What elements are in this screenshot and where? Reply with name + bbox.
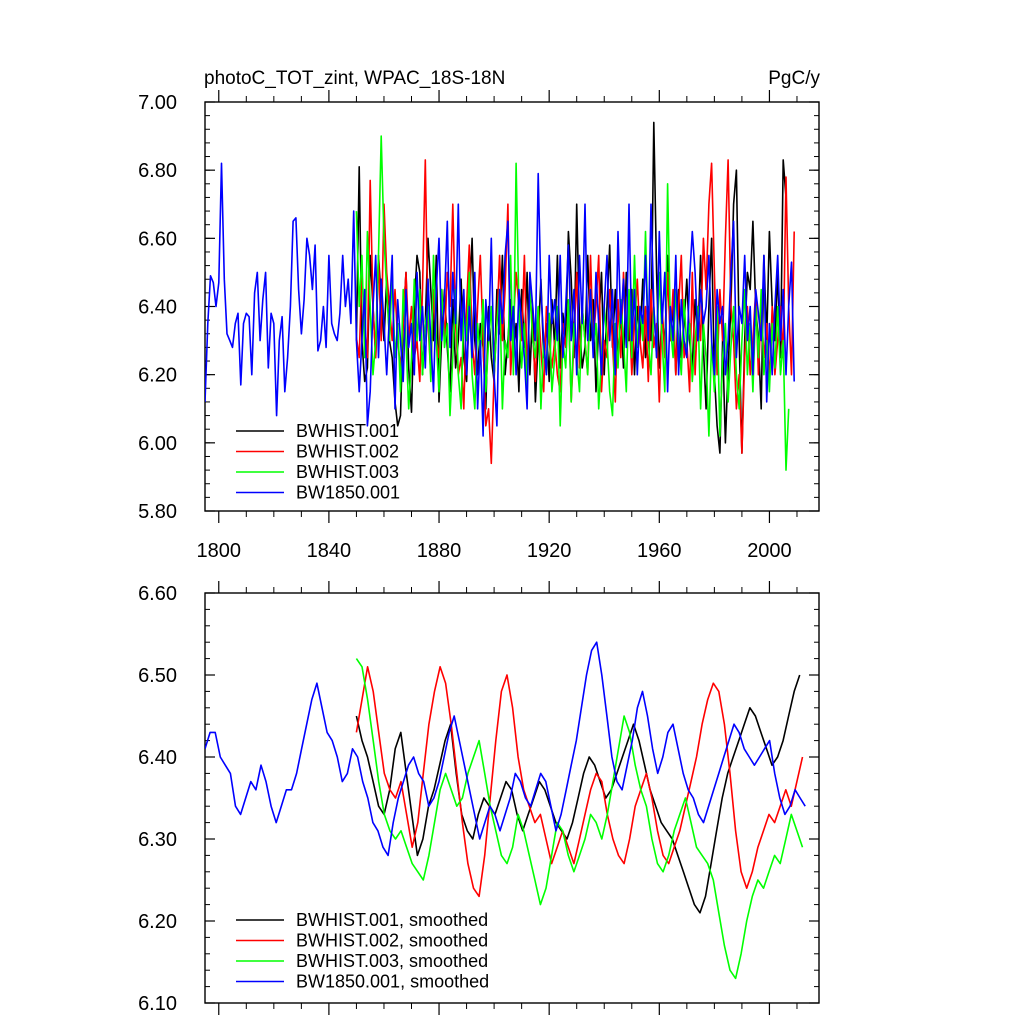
top-xtick-label: 1920 bbox=[527, 540, 572, 562]
top-xtick-label: 1960 bbox=[637, 540, 682, 562]
top-ytick-label: 6.00 bbox=[138, 433, 177, 455]
top-ytick-label: 5.80 bbox=[138, 501, 177, 523]
bottom-ytick-label: 6.20 bbox=[138, 911, 177, 933]
top-series-group bbox=[205, 121, 795, 471]
bottom-panel: 6.10 6.20 6.30 6.40 6.50 6.60 BWHIST.001, smo… bbox=[138, 581, 820, 1015]
top-ytick-label: 6.20 bbox=[138, 365, 177, 387]
bottom-ytick-label: 6.50 bbox=[138, 665, 177, 687]
top-legend-label-1: BWHIST.001 bbox=[296, 421, 399, 441]
top-xtick-label: 1880 bbox=[417, 540, 462, 562]
bottom-ytick-label: 6.10 bbox=[138, 993, 177, 1015]
bottom-series-line-1 bbox=[355, 674, 801, 914]
top-xtick-label: 1800 bbox=[197, 540, 242, 562]
bottom-axes: 6.10 6.20 6.30 6.40 6.50 6.60 bbox=[138, 581, 819, 1015]
bottom-ytick-label: 6.40 bbox=[138, 747, 177, 769]
bottom-legend-label-2: BWHIST.002, smoothed bbox=[296, 931, 488, 951]
bottom-ytick-label: 6.60 bbox=[138, 583, 177, 605]
top-series-line-4 bbox=[205, 162, 795, 437]
top-xtick-label: 2000 bbox=[747, 540, 792, 562]
bottom-series-line-4 bbox=[205, 641, 806, 857]
top-legend-label-3: BWHIST.003 bbox=[296, 462, 399, 482]
bottom-legend-label-1: BWHIST.001, smoothed bbox=[296, 910, 488, 930]
top-ytick-label: 6.40 bbox=[138, 297, 177, 319]
bottom-series-line-2 bbox=[355, 665, 804, 898]
bottom-plot-frame bbox=[204, 592, 820, 1004]
top-ytick-label: 6.80 bbox=[138, 160, 177, 182]
top-axes: 5.80 6.00 6.20 6.40 6.60 6.80 7.00 1800 1840 1880… bbox=[138, 90, 819, 562]
top-title: photoC_TOT_zint, WPAC_18S-18N bbox=[204, 68, 505, 89]
top-panel: photoC_TOT_zint, WPAC_18S-18N PgC/y 5.80… bbox=[138, 68, 820, 562]
top-ytick-label: 6.60 bbox=[138, 228, 177, 250]
bottom-legend-label-4: BW1850.001, smoothed bbox=[296, 972, 489, 992]
top-legend-label-4: BW1850.001 bbox=[296, 483, 400, 503]
top-xtick-label: 1840 bbox=[307, 540, 352, 562]
top-units: PgC/y bbox=[768, 68, 820, 89]
top-ytick-label: 7.00 bbox=[138, 92, 177, 114]
top-legend-label-2: BWHIST.002 bbox=[296, 442, 399, 462]
bottom-series-line-3 bbox=[355, 658, 804, 980]
bottom-series-group bbox=[205, 641, 806, 980]
bottom-ytick-label: 6.30 bbox=[138, 829, 177, 851]
bottom-legend-label-3: BWHIST.003, smoothed bbox=[296, 951, 488, 971]
